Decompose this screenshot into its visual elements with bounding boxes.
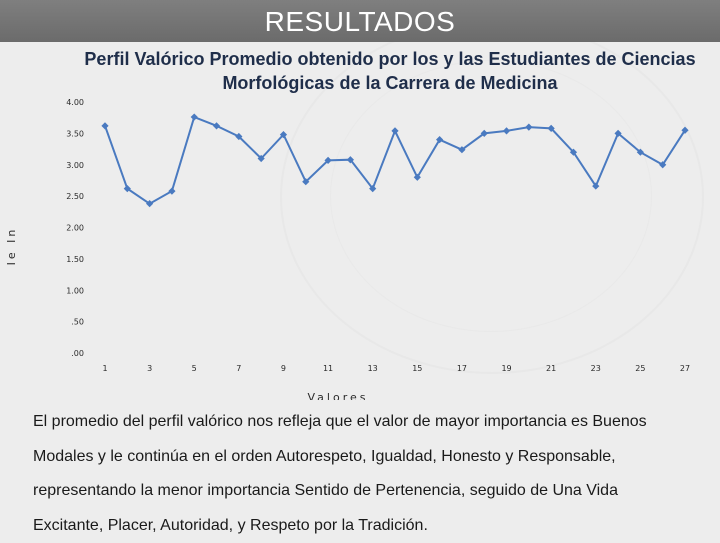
summary-paragraph: El promedio del perfil valórico nos refl…: [33, 405, 720, 543]
x-tick-label: 19: [501, 364, 511, 373]
x-tick-label: 21: [546, 364, 556, 373]
x-tick-label: 11: [323, 364, 333, 373]
y-tick-label: .00: [71, 349, 84, 358]
x-tick-label: 9: [281, 364, 286, 373]
y-tick-label: 3.00: [66, 161, 84, 170]
x-tick-label: 17: [457, 364, 467, 373]
summary-line-1: El promedio del perfil valórico nos refl…: [33, 405, 720, 440]
x-tick-label: 27: [680, 364, 690, 373]
data-point: [503, 127, 510, 134]
y-tick-label: 4.00: [66, 98, 84, 107]
x-tick-label: 3: [147, 364, 152, 373]
x-tick-label: 23: [591, 364, 601, 373]
x-tick-label: 15: [412, 364, 422, 373]
x-tick-label: 7: [236, 364, 241, 373]
x-tick-label: 25: [635, 364, 645, 373]
x-tick-label: 13: [368, 364, 378, 373]
y-axis-title: Ie In: [5, 227, 18, 266]
y-tick-label: .50: [71, 318, 84, 327]
x-tick-label: 5: [192, 364, 197, 373]
summary-line-3: representando la menor importancia Senti…: [33, 474, 720, 509]
x-axis-title: Valores: [308, 391, 369, 400]
data-point: [213, 122, 220, 129]
y-tick-label: 1.00: [66, 286, 84, 295]
x-tick-label: 1: [102, 364, 107, 373]
summary-line-4: Excitante, Placer, Autoridad, y Respeto …: [33, 509, 720, 543]
summary-line-2: Modales y le continúa en el orden Autore…: [33, 440, 720, 475]
data-point: [525, 124, 532, 131]
y-tick-label: 3.50: [66, 129, 84, 138]
data-point: [191, 113, 198, 120]
y-tick-label: 2.00: [66, 224, 84, 233]
data-point: [101, 122, 108, 129]
y-tick-label: 1.50: [66, 255, 84, 264]
y-tick-label: 2.50: [66, 192, 84, 201]
data-point: [391, 127, 398, 134]
